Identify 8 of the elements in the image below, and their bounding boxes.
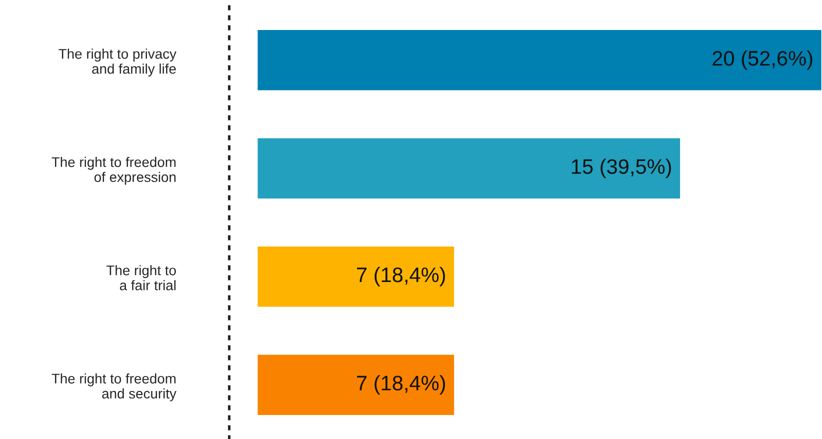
y-tick-label: The right to freedom of expression bbox=[52, 156, 176, 185]
y-tick-label: The right to a fair trial bbox=[106, 265, 176, 290]
data-label: 20 (52,6%) bbox=[712, 50, 812, 70]
data-label: 15 (39,5%) bbox=[572, 158, 671, 178]
data-label: 7 (18,4%) bbox=[357, 266, 445, 286]
y-tick-label: The right to privacy and family life bbox=[58, 48, 176, 77]
data-label: 7 (18,4%) bbox=[357, 375, 445, 395]
y-tick-label: The right to freedom and security bbox=[52, 373, 176, 402]
